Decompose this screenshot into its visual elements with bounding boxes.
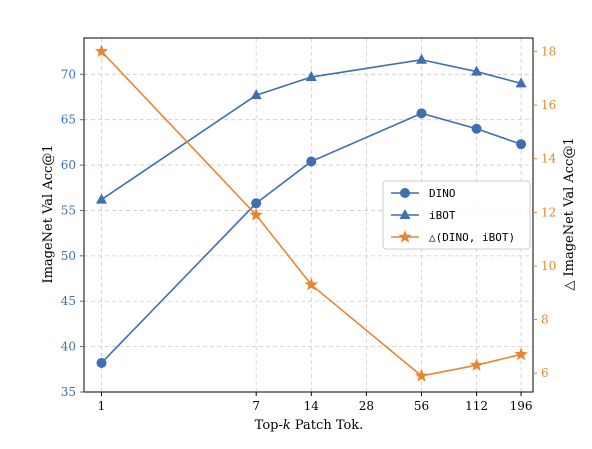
y-right-tick-label: 16 [541,98,556,112]
legend: DINO iBOT △(DINO, iBOT) [382,180,531,250]
axes: 1 7 14 28 56 112 196 35 40 45 50 55 60 65 70 6 8 10 12 14 16… [61,37,557,413]
data-point [471,65,483,76]
data-point [305,71,317,82]
data-point [469,358,484,371]
data-point [414,368,429,382]
series-line [100,50,522,377]
x-tick-label: 14 [304,399,320,413]
data-point [415,53,427,64]
series-1 [95,53,527,204]
data-point [515,77,527,88]
data-point [94,44,109,58]
y-right-tick-label: 6 [541,366,549,380]
legend-item: △(DINO, iBOT) [391,230,515,244]
y-right-tick-label: 8 [541,313,549,327]
y-left-tick-label: 70 [61,67,76,81]
data-point [304,277,318,291]
series-line [100,112,522,364]
series-line [101,58,522,201]
y-right-tick-label: 12 [541,205,556,219]
y-left-tick-label: 50 [61,249,76,263]
y-axis-left-label: ImageNet Val Acc@1 [41,144,56,283]
data-point [516,139,527,150]
series-layer [94,44,528,382]
legend-label: △(DINO, iBOT) [429,231,515,244]
x-tick-label: 56 [414,399,429,413]
plot-frame [83,37,534,393]
series-0 [96,108,527,368]
y-left-tick-label: 65 [61,113,76,127]
data-point [96,357,107,368]
y-left-tick-label: 45 [61,294,76,308]
data-point [306,156,317,167]
data-point [250,89,262,100]
legend-item: DINO [391,187,456,200]
data-point [416,108,427,119]
y-axis-right-label: △ ImageNet Val Acc@1 [562,137,577,290]
data-point [514,347,528,361]
data-point [95,193,107,204]
x-tick-label: 7 [252,399,260,413]
x-tick-label: 196 [510,399,533,413]
y-left-tick-label: 60 [61,158,76,172]
legend-marker [398,230,412,243]
data-point [249,208,263,221]
legend-label: DINO [429,187,456,200]
y-right-tick-label: 18 [541,44,556,58]
y-right-tick-label: 14 [541,152,557,166]
y-left-tick-label: 40 [61,340,76,354]
legend-marker [399,209,411,219]
x-tick-label: 112 [465,399,488,413]
x-axis-label: Top-k Patch Tok. [255,418,364,433]
x-tick-label: 1 [98,399,106,413]
data-point [471,123,482,134]
legend-item: iBOT [391,209,456,222]
legend-box [382,180,531,250]
legend-label: iBOT [429,209,456,222]
y-left-tick-label: 55 [61,203,76,217]
x-tick-label: 28 [359,399,374,413]
series-2 [94,44,528,382]
y-left-tick-label: 35 [61,385,76,399]
data-point [251,198,262,209]
y-right-tick-label: 10 [541,259,556,273]
legend-marker [400,188,410,198]
